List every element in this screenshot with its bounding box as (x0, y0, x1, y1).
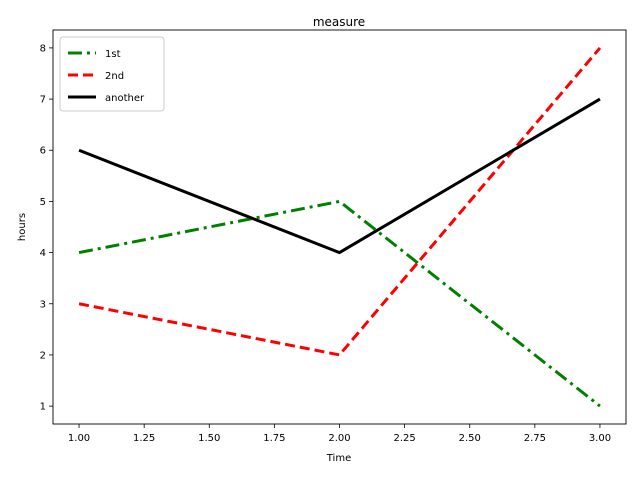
x-tick-label: 1.50 (198, 433, 220, 444)
x-tick-label: 2.50 (459, 433, 481, 444)
legend-label: 2nd (105, 71, 124, 82)
y-axis-label: hours (17, 213, 28, 241)
x-tick-label: 2.00 (328, 433, 350, 444)
chart-title: measure (313, 15, 365, 29)
y-tick-label: 7 (40, 95, 46, 106)
x-tick-label: 1.75 (263, 433, 285, 444)
x-tick-label: 2.75 (524, 433, 546, 444)
y-tick-label: 8 (40, 43, 46, 54)
series-lines (78, 46, 602, 408)
y-tick-label: 4 (40, 248, 46, 259)
legend-label: another (105, 93, 145, 104)
x-tick-label: 1.25 (133, 433, 155, 444)
y-tick-label: 2 (40, 350, 46, 361)
y-axis-ticks: 1 2 3 4 5 6 7 8 (40, 43, 53, 413)
x-tick-label: 2.25 (393, 433, 415, 444)
legend-box (59, 36, 165, 112)
x-axis-ticks: 1.00 1.25 1.50 1.75 2.00 2.25 2.50 2.75 3.00 (68, 424, 611, 444)
series-line-1 (78, 199, 601, 408)
series-line-3 (78, 97, 601, 255)
plot-area-frame (52, 29, 627, 425)
x-axis-label: Time (326, 453, 351, 464)
y-tick-label: 6 (40, 146, 46, 157)
legend: 1st 2nd another (59, 36, 165, 112)
x-tick-label: 3.00 (589, 433, 611, 444)
x-tick-label: 1.00 (68, 433, 90, 444)
y-tick-label: 1 (40, 402, 46, 413)
legend-label: 1st (105, 49, 121, 60)
y-tick-label: 3 (40, 299, 46, 310)
y-tick-label: 5 (40, 197, 46, 208)
